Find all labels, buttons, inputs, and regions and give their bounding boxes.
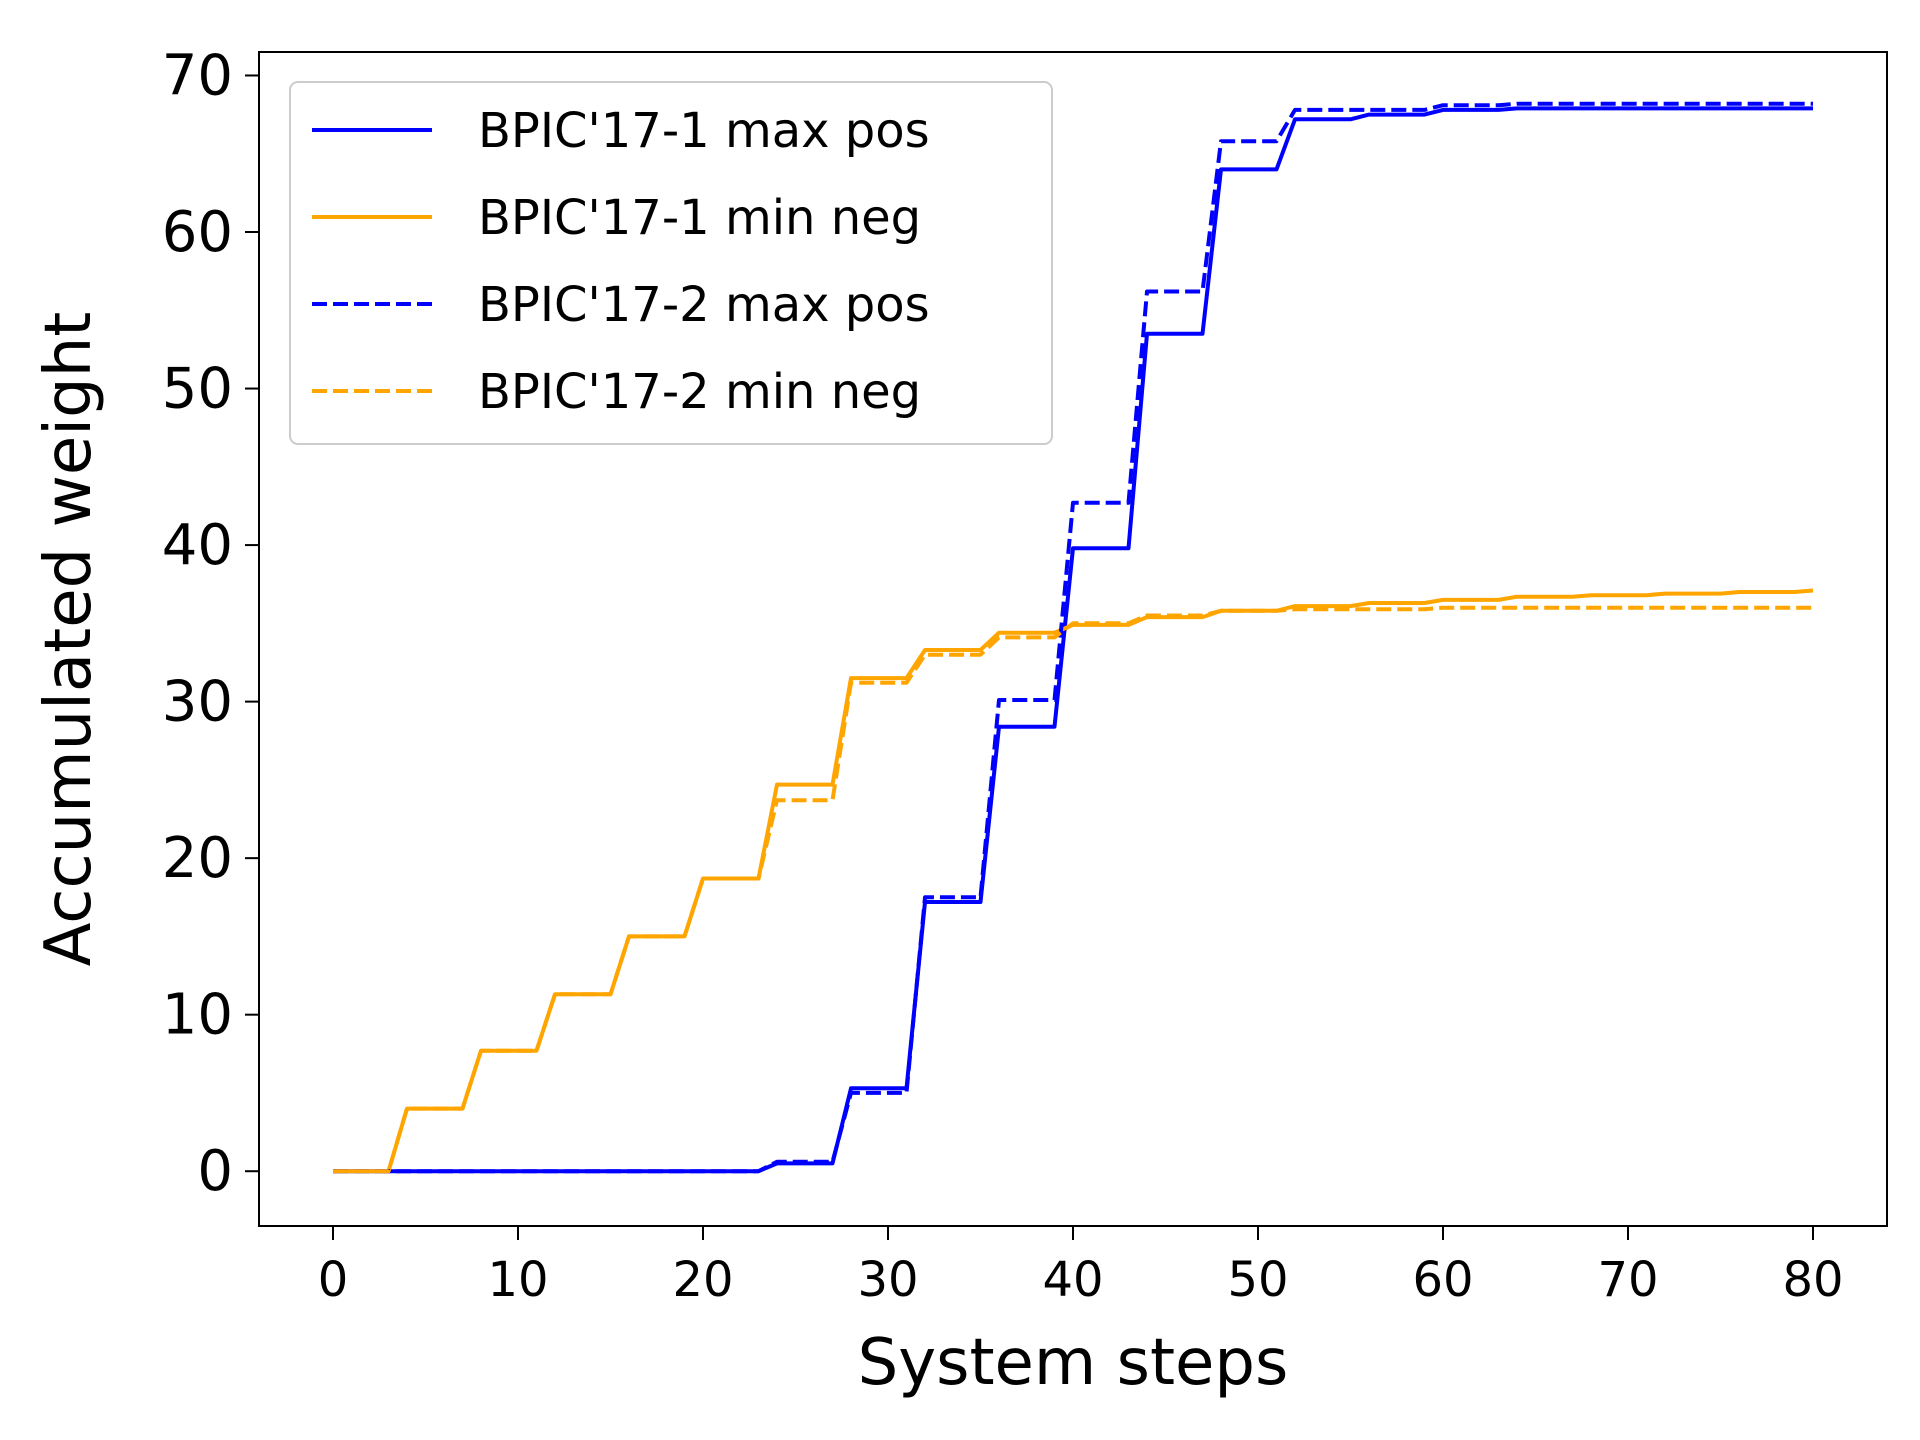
x-axis-label: System steps [858, 1326, 1289, 1400]
x-tick-label: 80 [1782, 1252, 1843, 1308]
x-axis-ticks: 0 10 20 30 40 50 60 70 80 [318, 1226, 1844, 1308]
series-line-4 [333, 605, 1813, 1174]
y-tick-label: 40 [162, 513, 233, 578]
x-tick-label: 40 [1042, 1252, 1103, 1308]
y-tick-label: 50 [162, 357, 233, 422]
legend-label: BPIC'17-2 max pos [478, 277, 930, 333]
legend: BPIC'17-1 max pos BPIC'17-1 min neg BPIC'1… [289, 81, 1053, 445]
y-axis-label: Accumulated weight [32, 312, 106, 967]
y-tick-label: 30 [162, 670, 233, 735]
legend-label: BPIC'17-1 max pos [478, 103, 930, 159]
y-tick-label: 0 [197, 1139, 233, 1204]
series-line-1 [333, 106, 1813, 1174]
x-tick-label: 30 [857, 1252, 918, 1308]
series-line-3 [333, 101, 1813, 1174]
series-layer [333, 101, 1814, 1174]
y-tick-label: 10 [162, 983, 233, 1048]
y-tick-label: 70 [162, 43, 233, 108]
x-tick-label: 20 [672, 1252, 733, 1308]
x-tick-label: 50 [1227, 1252, 1288, 1308]
y-tick-label: 60 [162, 200, 233, 265]
series-line-2 [333, 588, 1814, 1174]
y-tick-label: 20 [162, 826, 233, 891]
y-axis-ticks: 0 10 20 30 40 50 60 70 [162, 43, 259, 1204]
x-tick-label: 10 [487, 1252, 548, 1308]
x-tick-label: 60 [1412, 1252, 1473, 1308]
legend-box [289, 81, 1053, 445]
legend-label: BPIC'17-1 min neg [478, 190, 921, 246]
x-tick-label: 70 [1597, 1252, 1658, 1308]
legend-label: BPIC'17-2 min neg [478, 364, 921, 420]
x-tick-label: 0 [318, 1252, 349, 1308]
